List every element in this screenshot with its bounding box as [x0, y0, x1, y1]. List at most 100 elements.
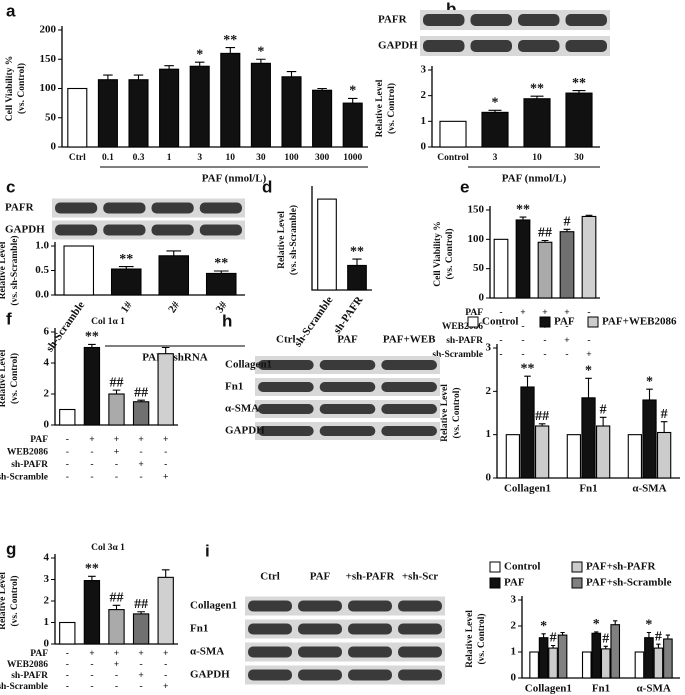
bar — [220, 52, 241, 148]
y-tick-label: 2 — [421, 89, 427, 101]
y-tick-label: 1 — [44, 616, 50, 628]
y-axis-label: (vs. Control) — [476, 613, 487, 664]
condition-mark: + — [564, 308, 569, 318]
blot-column-label: PAF+WEB — [383, 334, 436, 346]
condition-mark: + — [138, 460, 143, 470]
condition-mark: - — [66, 448, 69, 458]
blot-band — [258, 426, 314, 436]
error-bar — [519, 216, 527, 220]
y-axis-label: (vs. Control) — [9, 353, 20, 404]
blot-column-label: +sh-Scr — [402, 571, 438, 583]
y-tick-label: 2 — [486, 385, 492, 397]
y-axis-label: (vs. Control) — [9, 575, 20, 626]
x-tick-label: Fn1 — [592, 683, 610, 695]
x-axis-label: PAF (nmol/L) — [502, 173, 567, 185]
bar — [657, 431, 672, 479]
blot-band — [348, 646, 392, 658]
bar — [157, 353, 174, 426]
bar — [535, 425, 550, 479]
error-bar — [541, 239, 549, 243]
significance-label: ## — [110, 375, 124, 390]
condition-mark: - — [164, 448, 167, 458]
condition-mark: - — [499, 350, 502, 360]
condition-mark: + — [586, 350, 591, 360]
bar — [581, 397, 596, 479]
bar — [653, 647, 664, 679]
condition-name: sh-PAFR — [11, 671, 48, 681]
blot-band — [381, 382, 437, 392]
condition-mark: + — [89, 649, 94, 659]
blot-band — [381, 426, 437, 436]
blot-band — [319, 382, 376, 392]
x-tick-label: Collagen1 — [525, 683, 572, 695]
significance-label: * — [349, 84, 356, 99]
blot-band — [298, 623, 342, 635]
condition-mark: + — [114, 448, 119, 458]
bar — [97, 79, 118, 148]
y-tick-label: 0.5 — [35, 264, 49, 276]
significance-label: ** — [530, 81, 544, 96]
blot-band — [518, 40, 560, 52]
blot-band — [199, 224, 242, 236]
panel-letter: i — [205, 541, 210, 560]
error-bar — [225, 47, 236, 54]
condition-name: WEB2086 — [7, 448, 48, 458]
x-tick-label: Control — [437, 153, 469, 163]
blot-band — [248, 600, 292, 612]
y-axis-label: (vs. Control) — [386, 83, 397, 134]
bar — [581, 651, 592, 679]
panel-letter: d — [262, 177, 272, 196]
condition-mark: - — [499, 336, 502, 346]
error-bar — [88, 343, 96, 348]
x-tick-label: sh-PAFR — [331, 293, 366, 336]
condition-mark: - — [115, 460, 118, 470]
x-axis-label: PAFR shRNA — [142, 352, 208, 364]
error-bar — [538, 423, 546, 426]
condition-mark: - — [115, 682, 118, 692]
blot-band — [199, 202, 242, 214]
legend-swatch — [571, 561, 583, 573]
bar — [132, 613, 150, 645]
y-tick-label: 3 — [511, 594, 517, 606]
bar — [439, 120, 467, 148]
bar — [642, 399, 657, 479]
error-bar — [572, 89, 586, 94]
blot-row-label: α-SMA — [190, 646, 224, 658]
error-bar — [665, 634, 671, 639]
condition-mark: + — [163, 435, 168, 445]
legend-swatch — [489, 577, 501, 589]
condition-mark: + — [114, 435, 119, 445]
blot-band — [565, 40, 607, 52]
significance-label: ## — [538, 226, 552, 241]
condition-mark: - — [521, 336, 524, 346]
blot-row-label: PAFR — [378, 14, 408, 26]
blot-row-label: PAFR — [5, 202, 35, 214]
bar — [83, 346, 101, 426]
condition-mark: - — [90, 682, 93, 692]
blot-band — [423, 40, 465, 52]
y-tick-label: 0 — [51, 141, 57, 153]
condition-name: sh-Scramble — [432, 350, 483, 360]
y-tick-label: 100 — [40, 82, 57, 94]
x-tick-label: sh-Scramble — [44, 299, 88, 354]
condition-mark: - — [90, 473, 93, 483]
blot-band — [565, 14, 607, 26]
bar — [158, 255, 190, 296]
y-tick-label: 100 — [468, 233, 485, 245]
bar — [610, 624, 621, 679]
blot-band — [258, 382, 314, 392]
y-tick-label: 50 — [473, 262, 485, 274]
bar — [281, 76, 302, 148]
condition-mark: - — [66, 660, 69, 670]
y-tick-label: 150 — [40, 53, 57, 65]
bar — [481, 111, 509, 148]
bar — [537, 241, 553, 299]
significance-label: ## — [110, 591, 124, 606]
condition-mark: - — [90, 660, 93, 670]
blot-band — [398, 669, 442, 681]
condition-mark: + — [163, 682, 168, 692]
y-axis-label: Relative Level — [0, 572, 8, 630]
blot-band — [55, 202, 98, 214]
bar — [59, 621, 76, 645]
